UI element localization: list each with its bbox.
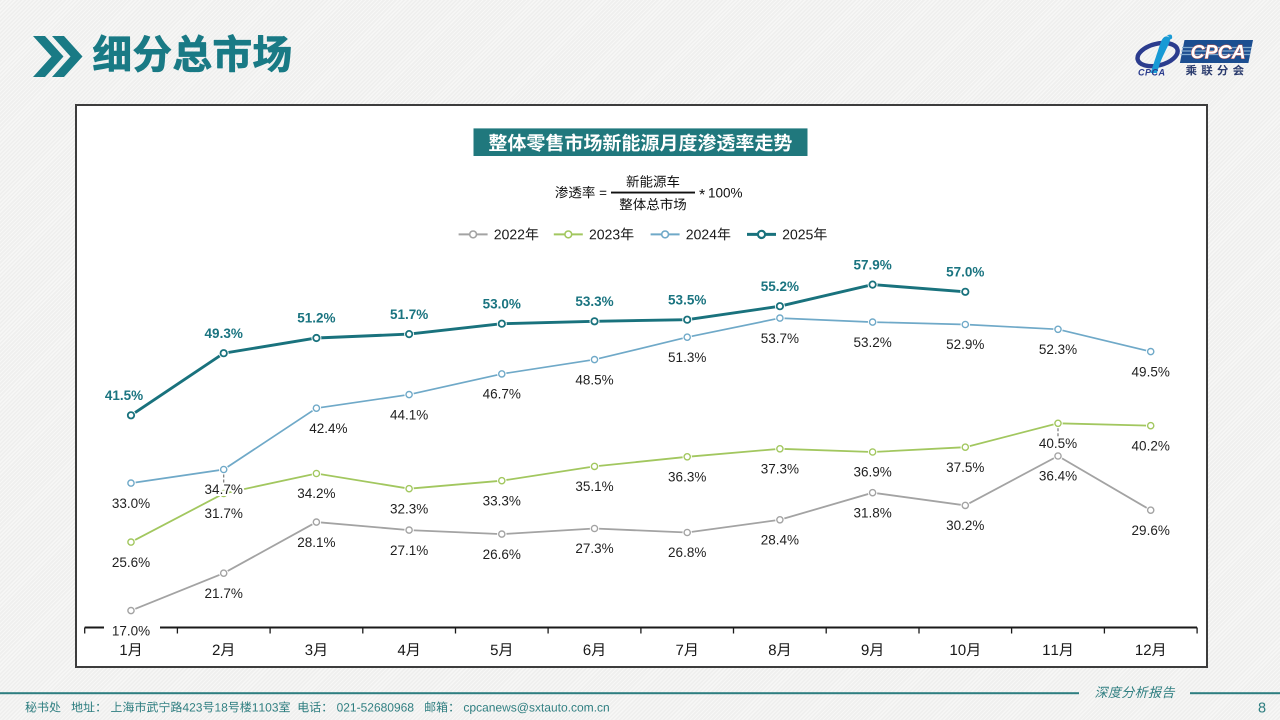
svg-text:57.9%: 57.9% xyxy=(853,257,891,272)
svg-text:34.7%: 34.7% xyxy=(205,482,243,497)
svg-text:49.5%: 49.5% xyxy=(1132,364,1170,379)
svg-text:53.2%: 53.2% xyxy=(853,335,891,350)
svg-text:48.5%: 48.5% xyxy=(575,372,613,387)
svg-text:34.2%: 34.2% xyxy=(297,486,335,501)
svg-text:57.0%: 57.0% xyxy=(946,265,984,280)
svg-text:36.3%: 36.3% xyxy=(668,470,706,485)
svg-text:53.5%: 53.5% xyxy=(668,292,706,307)
svg-text:31.8%: 31.8% xyxy=(853,505,891,520)
svg-text:33.0%: 33.0% xyxy=(112,496,150,511)
svg-text:51.7%: 51.7% xyxy=(390,307,428,322)
svg-text:49.3%: 49.3% xyxy=(205,326,243,341)
svg-text:25.6%: 25.6% xyxy=(112,555,150,570)
svg-text:100%: 100% xyxy=(708,185,743,200)
svg-text:27.3%: 27.3% xyxy=(575,541,613,556)
svg-text:32.3%: 32.3% xyxy=(390,501,428,516)
svg-text:53.3%: 53.3% xyxy=(575,294,613,309)
svg-text:37.3%: 37.3% xyxy=(761,462,799,477)
svg-text:17.0%: 17.0% xyxy=(112,623,150,638)
svg-text:33.3%: 33.3% xyxy=(483,493,521,508)
svg-text:CPCA: CPCA xyxy=(1138,68,1166,78)
svg-text:21.7%: 21.7% xyxy=(205,586,243,601)
svg-text:26.6%: 26.6% xyxy=(483,547,521,562)
svg-text:28.4%: 28.4% xyxy=(761,533,799,548)
svg-text:37.5%: 37.5% xyxy=(946,460,984,475)
svg-text:29.6%: 29.6% xyxy=(1132,523,1170,538)
svg-text:52.3%: 52.3% xyxy=(1039,342,1077,357)
svg-text:8: 8 xyxy=(1258,701,1266,717)
svg-text:35.1%: 35.1% xyxy=(575,479,613,494)
svg-text:53.0%: 53.0% xyxy=(483,296,521,311)
svg-text:36.4%: 36.4% xyxy=(1039,469,1077,484)
svg-text:*: * xyxy=(699,187,705,204)
svg-text:36.9%: 36.9% xyxy=(853,465,891,480)
svg-text:CPCA: CPCA xyxy=(1191,42,1246,64)
svg-text:26.8%: 26.8% xyxy=(668,545,706,560)
svg-text:51.3%: 51.3% xyxy=(668,350,706,365)
svg-text:52.9%: 52.9% xyxy=(946,337,984,352)
svg-text:40.2%: 40.2% xyxy=(1132,438,1170,453)
svg-text:55.2%: 55.2% xyxy=(761,279,799,294)
svg-text:27.1%: 27.1% xyxy=(390,543,428,558)
svg-text:44.1%: 44.1% xyxy=(390,407,428,422)
svg-text:40.5%: 40.5% xyxy=(1039,436,1077,451)
svg-text:28.1%: 28.1% xyxy=(297,535,335,550)
svg-text:46.7%: 46.7% xyxy=(483,387,521,402)
svg-text:41.5%: 41.5% xyxy=(105,388,143,403)
svg-text:51.2%: 51.2% xyxy=(297,311,335,326)
svg-text:30.2%: 30.2% xyxy=(946,518,984,533)
svg-text:31.7%: 31.7% xyxy=(205,506,243,521)
svg-text:53.7%: 53.7% xyxy=(761,331,799,346)
svg-text:42.4%: 42.4% xyxy=(309,421,347,436)
